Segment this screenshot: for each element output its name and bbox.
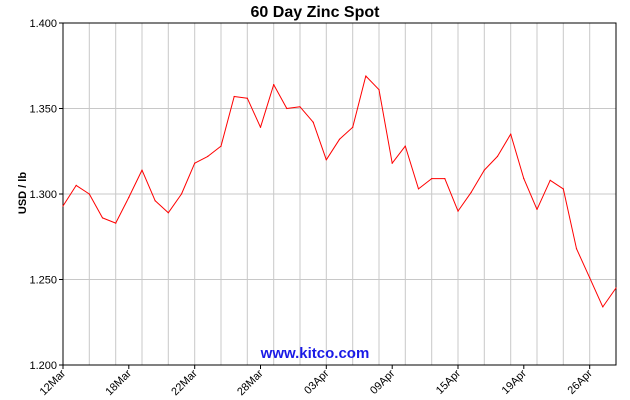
data-point	[259, 126, 262, 128]
x-tick-label: 26Apr	[566, 367, 595, 396]
y-axis-label: USD / lb	[17, 172, 29, 214]
data-point	[496, 155, 499, 157]
x-tick-label: 22Mar	[169, 367, 200, 398]
y-tick-label: 1.250	[29, 275, 57, 287]
grid	[63, 23, 616, 365]
data-point	[167, 212, 169, 214]
zinc-price-line	[62, 75, 617, 308]
data-points	[62, 75, 617, 308]
data-point	[207, 155, 209, 157]
data-point	[220, 145, 222, 147]
data-point	[286, 107, 288, 110]
x-tick-label: 18Mar	[103, 367, 134, 398]
data-point	[483, 169, 485, 171]
chart-title: 60 Day Zinc Spot	[251, 4, 381, 21]
data-point	[510, 133, 512, 135]
data-point	[246, 97, 248, 99]
watermark: www.kitco.com	[260, 345, 370, 362]
x-tick-label: 09Apr	[368, 367, 397, 396]
x-tick-label: 15Apr	[434, 367, 463, 396]
data-point	[589, 277, 591, 279]
data-point	[523, 178, 525, 180]
data-point	[180, 193, 183, 195]
data-point	[101, 217, 104, 219]
data-point	[549, 179, 551, 181]
data-point	[115, 222, 117, 224]
x-axis-ticks: 12Mar 18Mar 22Mar 28Mar 03Apr 09Apr 15Apr 19Apr…	[38, 365, 630, 399]
data-point	[457, 210, 459, 212]
y-tick-label: 1.200	[29, 360, 57, 372]
data-point	[75, 184, 77, 186]
data-point	[141, 169, 143, 171]
data-point	[62, 205, 64, 207]
data-point	[325, 159, 327, 161]
data-point	[431, 178, 433, 180]
data-point	[391, 162, 393, 164]
data-point	[273, 84, 275, 86]
data-point	[602, 306, 604, 308]
data-point	[299, 106, 301, 108]
data-point	[352, 126, 354, 128]
y-tick-label: 1.400	[29, 18, 57, 30]
data-point	[128, 196, 130, 198]
data-point	[194, 162, 196, 164]
y-tick-label: 1.350	[29, 104, 57, 116]
data-point	[470, 191, 472, 193]
data-point	[88, 193, 90, 195]
data-point	[417, 188, 420, 190]
data-point	[615, 287, 617, 289]
data-point	[444, 178, 446, 180]
data-point	[233, 95, 235, 98]
data-point	[365, 75, 367, 77]
data-point	[154, 200, 156, 202]
x-tick-label: 12Mar	[38, 367, 69, 398]
data-point	[575, 248, 578, 250]
y-tick-label: 1.300	[29, 189, 57, 201]
data-point	[404, 145, 406, 147]
data-point	[562, 188, 564, 190]
data-point	[312, 121, 314, 123]
data-point	[536, 208, 538, 210]
x-tick-label: 28Mar	[235, 367, 266, 398]
data-point	[378, 89, 380, 91]
y-axis-ticks: 1.200 1.250 1.300 1.350 1.400	[29, 18, 63, 372]
x-tick-label: 19Apr	[500, 367, 529, 396]
x-tick-label: 03Apr	[302, 367, 331, 396]
data-point	[338, 138, 341, 140]
